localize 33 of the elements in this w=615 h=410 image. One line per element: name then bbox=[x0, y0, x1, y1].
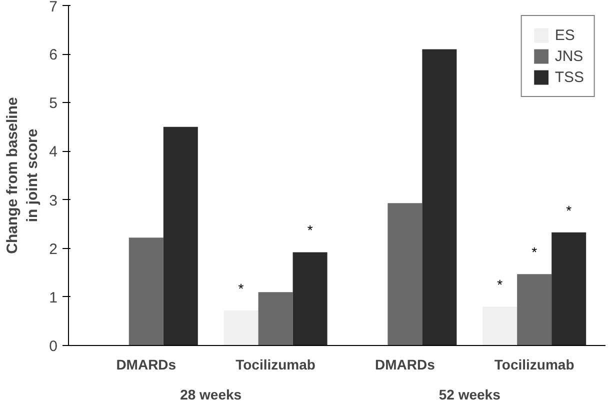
x-tick-label: DMARDs bbox=[116, 356, 176, 372]
y-tick-label: 7 bbox=[49, 0, 58, 16]
data-label: * bbox=[307, 222, 314, 238]
bar bbox=[552, 232, 586, 346]
x-tick-label: DMARDs bbox=[374, 356, 436, 372]
y-tick-label: 4 bbox=[49, 144, 58, 161]
data-label: * bbox=[532, 244, 538, 260]
y-tick-label: 0 bbox=[49, 338, 58, 355]
data-label: * bbox=[497, 276, 504, 293]
bar bbox=[258, 292, 293, 346]
data-label: * bbox=[566, 202, 572, 218]
bar bbox=[482, 306, 518, 346]
bar bbox=[388, 203, 422, 346]
bar bbox=[224, 310, 258, 346]
bar bbox=[128, 238, 164, 346]
bar bbox=[517, 274, 552, 346]
legend-label: JNS bbox=[554, 48, 584, 64]
y-tick-label: 1 bbox=[49, 289, 58, 306]
bar bbox=[292, 252, 328, 346]
y-tick-label: 5 bbox=[49, 95, 58, 112]
bar bbox=[163, 126, 198, 346]
y-tick-label: 6 bbox=[49, 46, 58, 64]
y-tick-label: 3 bbox=[49, 192, 58, 210]
legend-label: ES bbox=[554, 26, 575, 44]
text: 52 weeks bbox=[438, 386, 501, 402]
legend-label: TSS bbox=[554, 68, 584, 86]
y-axis-title: Change from baseline in joint score bbox=[4, 97, 42, 254]
text: 28 weeks bbox=[180, 386, 242, 402]
x-tick-label: Tocilizumab bbox=[494, 356, 574, 372]
x-tick-label: Tocilizumab bbox=[236, 356, 316, 372]
y-tick-label: 2 bbox=[49, 240, 58, 258]
data-label: * bbox=[238, 280, 244, 297]
bar bbox=[422, 49, 457, 346]
